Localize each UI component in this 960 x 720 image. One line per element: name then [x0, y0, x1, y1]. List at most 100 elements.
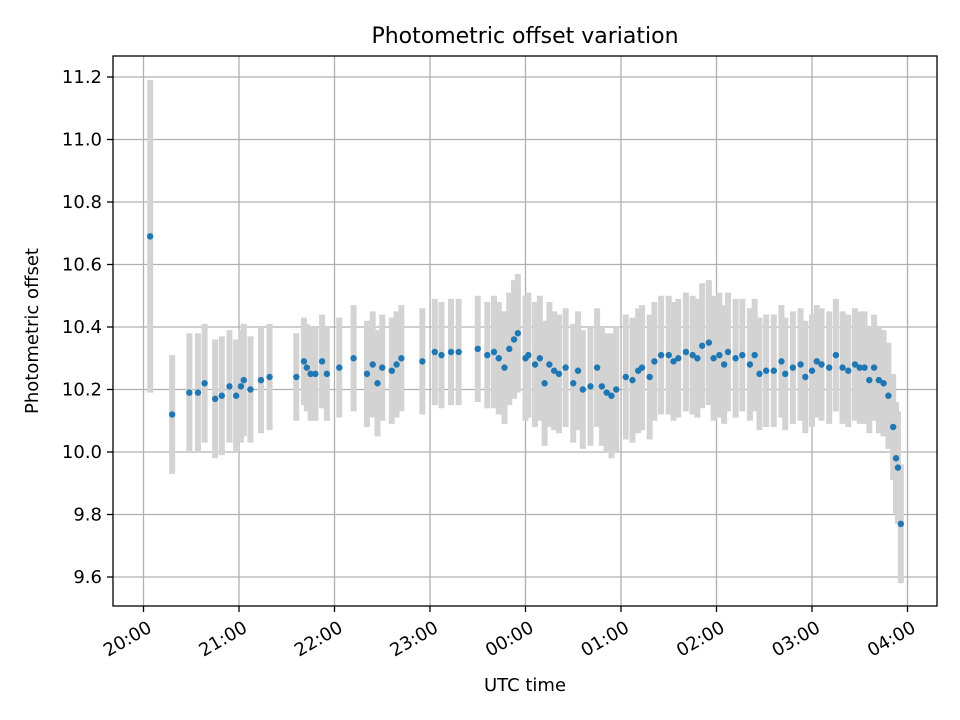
x-axis-label: UTC time: [484, 675, 566, 696]
data-point: [892, 455, 900, 462]
data-point: [431, 348, 438, 356]
y-tick-label: 11.2: [62, 67, 102, 88]
data-point: [698, 342, 706, 349]
y-tick-label: 11.0: [62, 130, 102, 151]
data-point: [536, 355, 544, 362]
data-point: [670, 358, 677, 365]
data-point: [638, 364, 646, 371]
data-point: [232, 392, 240, 399]
data-point: [501, 364, 508, 371]
data-point: [839, 364, 846, 371]
data-point: [797, 361, 804, 368]
data-point: [603, 389, 610, 396]
data-point: [689, 351, 696, 359]
data-point: [186, 389, 193, 396]
data-point: [598, 383, 606, 390]
data-point: [379, 364, 386, 371]
y-tick-label: 10.0: [62, 442, 102, 463]
data-point: [587, 383, 594, 390]
data-point: [247, 386, 254, 393]
data-point: [739, 351, 746, 359]
data-point: [300, 358, 308, 365]
data-point: [218, 392, 226, 399]
data-point: [866, 376, 873, 384]
data-point: [393, 361, 400, 368]
data-point: [746, 361, 754, 368]
y-tick-label: 10.2: [62, 380, 102, 401]
data-point: [802, 373, 809, 381]
data-point: [724, 348, 732, 356]
data-point: [880, 380, 887, 387]
data-point: [398, 355, 405, 362]
data-point: [608, 392, 615, 399]
data-point: [579, 386, 586, 393]
data-point: [851, 361, 859, 368]
data-point: [808, 367, 816, 374]
data-point: [657, 351, 665, 359]
data-point: [889, 423, 897, 431]
data-point: [541, 380, 548, 387]
data-point: [484, 351, 491, 359]
data-point: [613, 386, 620, 393]
data-point: [266, 373, 273, 381]
y-tick-label: 10.6: [62, 255, 102, 276]
data-point: [732, 355, 739, 362]
data-point: [646, 373, 653, 381]
data-point: [350, 355, 357, 362]
data-point: [194, 389, 202, 396]
data-point: [665, 351, 672, 359]
data-point: [369, 361, 376, 368]
data-point: [363, 370, 371, 378]
data-point: [875, 376, 883, 384]
data-point: [789, 364, 797, 371]
data-point: [447, 348, 455, 356]
data-point: [226, 383, 233, 390]
data-point: [782, 370, 789, 378]
data-point: [682, 348, 690, 356]
data-point: [555, 370, 563, 378]
y-tick-label: 10.4: [62, 317, 102, 338]
data-points: [146, 233, 905, 528]
data-point: [438, 351, 445, 359]
data-point: [751, 351, 758, 359]
data-point: [720, 361, 728, 368]
y-tick-label: 10.8: [62, 192, 102, 213]
data-point: [845, 367, 852, 374]
data-point: [323, 370, 331, 378]
data-point: [818, 361, 825, 368]
y-axis: 9.6 9.8 10.0 10.2 10.4 10.6 10.8 11.0 11.2: [62, 67, 113, 588]
y-axis-label: Photometric offset: [22, 248, 43, 414]
data-point: [303, 364, 311, 371]
data-point: [622, 373, 629, 381]
data-point: [593, 364, 601, 371]
data-point: [419, 358, 426, 365]
data-point: [710, 355, 717, 362]
data-point: [318, 358, 326, 365]
data-point: [651, 358, 658, 365]
data-point: [756, 370, 763, 378]
data-point: [770, 367, 777, 374]
data-point: [525, 351, 532, 359]
data-point: [778, 358, 785, 365]
data-point: [455, 348, 462, 356]
data-point: [168, 411, 176, 418]
data-point: [813, 358, 820, 365]
y-tick-label: 9.6: [73, 567, 102, 588]
data-point: [490, 348, 498, 356]
data-point: [312, 370, 319, 378]
data-point: [694, 355, 701, 362]
data-point: [825, 364, 833, 371]
data-point: [514, 330, 522, 337]
data-point: [510, 336, 518, 343]
data-point: [629, 376, 636, 384]
data-point: [762, 367, 770, 374]
data-point: [832, 351, 840, 359]
chart-title: Photometric offset variation: [371, 24, 678, 49]
data-point: [897, 520, 905, 528]
data-point: [307, 370, 314, 378]
data-point: [506, 345, 513, 353]
data-point: [474, 345, 481, 353]
data-point: [574, 367, 582, 374]
data-point: [861, 364, 868, 371]
data-point: [546, 361, 553, 368]
